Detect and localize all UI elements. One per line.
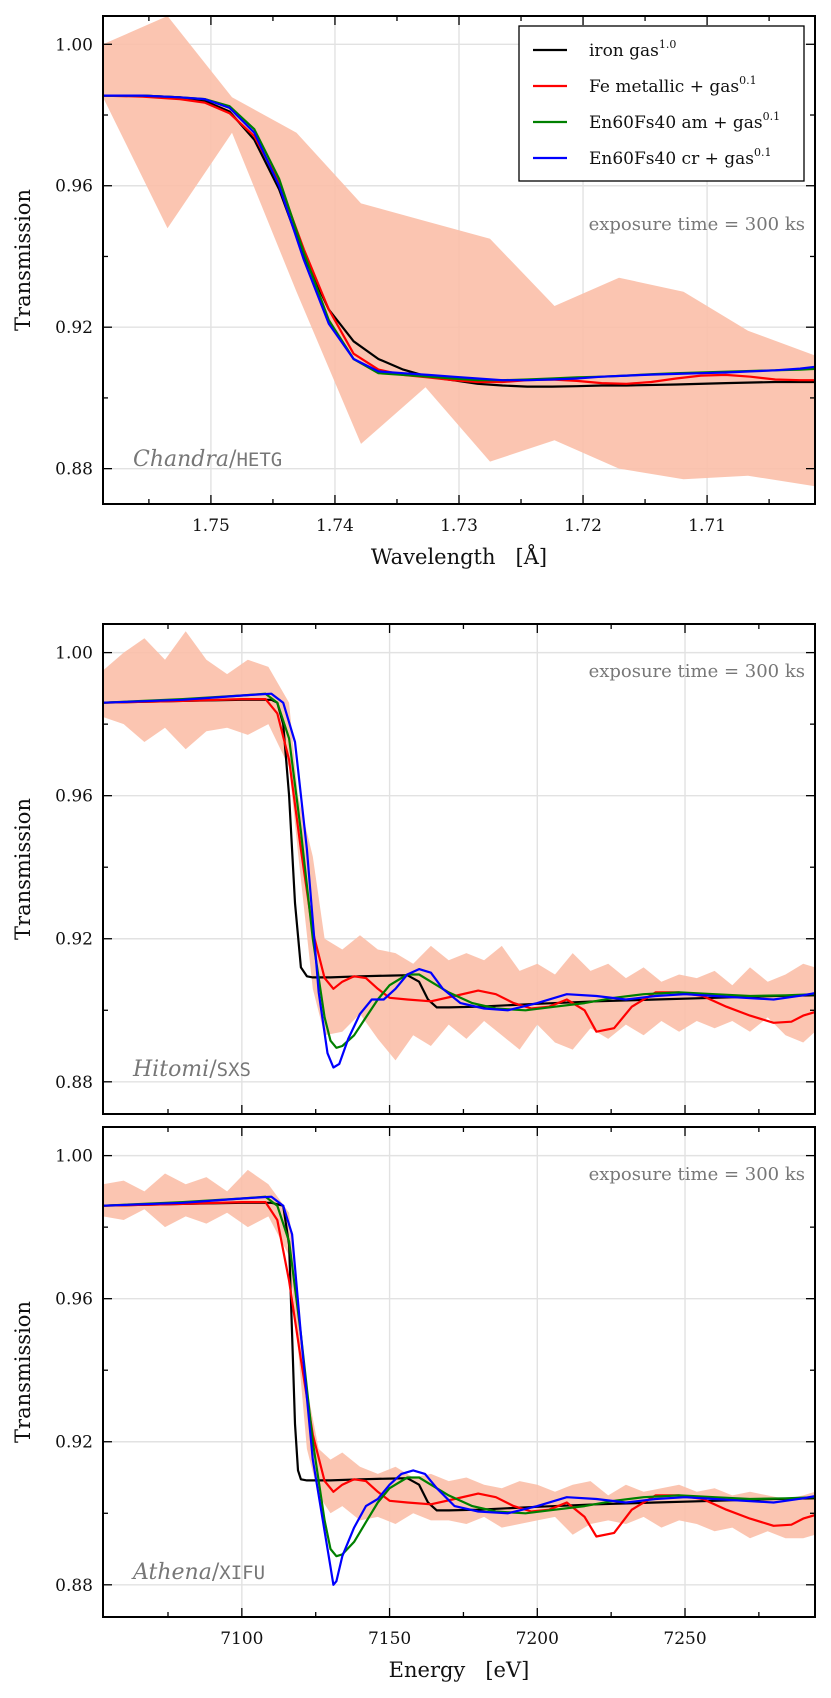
x-tick-label: 1.74	[316, 516, 354, 536]
x-axis-label: Wavelength [Å]	[371, 544, 547, 569]
uncertainty-band	[103, 631, 815, 1061]
series-line-4	[103, 94, 815, 382]
instrument-detector: SXS	[217, 1059, 251, 1081]
x-tick-label: 1.71	[688, 516, 726, 536]
y-tick-label: 0.96	[55, 1290, 93, 1310]
legend-superscript: 0.1	[739, 74, 757, 87]
y-tick-label: 1.00	[55, 35, 93, 55]
y-tick-label: 0.96	[55, 787, 93, 807]
instrument-mission: Athena	[131, 1560, 212, 1585]
instrument-detector: XIFU	[219, 1562, 265, 1584]
exposure-annotation: exposure time = 300 ks	[589, 1164, 805, 1185]
uncertainty-band	[103, 16, 815, 487]
exposure-annotation: exposure time = 300 ks	[589, 214, 805, 235]
legend-label: Fe metallic + gas	[589, 77, 739, 97]
chart-panel-3: 0.88 0.92 0.96 1.00 7100 7150 7200 7250 Transmis…	[11, 1126, 816, 1682]
y-tick-label: 1.00	[55, 644, 93, 664]
y-tick-label: 0.92	[55, 1433, 93, 1453]
series-line-4	[103, 1195, 815, 1586]
instrument-slash: /	[212, 1560, 220, 1585]
legend-superscript: 0.1	[763, 110, 781, 123]
y-tick-label: 0.92	[55, 930, 93, 950]
legend-superscript: 1.0	[659, 38, 677, 51]
legend-entry-1: iron gas1.0	[589, 38, 676, 61]
y-tick-label: 0.88	[55, 1073, 93, 1093]
instrument-label: Hitomi/SXS	[132, 1057, 251, 1082]
exposure-annotation: exposure time = 300 ks	[589, 661, 805, 682]
y-axis-label: Transmission	[11, 189, 35, 331]
instrument-slash: /	[209, 1057, 217, 1082]
legend-box	[518, 25, 805, 182]
x-tick-label: 7200	[516, 1629, 559, 1649]
instrument-mission: Hitomi	[132, 1057, 209, 1082]
y-tick-label: 0.88	[55, 460, 93, 480]
y-tick-label: 0.88	[55, 1576, 93, 1596]
legend-entry-4: En60Fs40 cr + gas0.1	[589, 146, 772, 169]
y-tick-label: 1.00	[55, 1147, 93, 1167]
instrument-mission: Chandra	[133, 447, 229, 472]
legend: iron gas1.0Fe metallic + gas0.1En60Fs40 …	[518, 25, 805, 182]
series-line-3	[103, 1195, 815, 1558]
series-line-3	[103, 692, 815, 1049]
legend-entry-3: En60Fs40 am + gas0.1	[589, 110, 780, 133]
x-tick-label: 7100	[220, 1629, 263, 1649]
x-tick-label: 1.72	[564, 516, 602, 536]
y-axis-label: Transmission	[11, 798, 35, 940]
instrument-label: Chandra/HETG	[133, 447, 282, 472]
chart-panel-2: 0.88 0.92 0.96 1.00 Transmission exposure tim…	[11, 623, 816, 1115]
plot-frame	[102, 1126, 816, 1618]
legend-entry-2: Fe metallic + gas0.1	[589, 74, 757, 97]
uncertainty-band	[103, 1169, 815, 1539]
legend-label: En60Fs40 cr + gas	[589, 149, 754, 169]
y-axis-label: Transmission	[11, 1301, 35, 1443]
series-line-2	[103, 94, 815, 385]
y-tick-label: 0.96	[55, 177, 93, 197]
instrument-label: Athena/XIFU	[131, 1560, 265, 1585]
series-line-4	[103, 692, 815, 1069]
instrument-slash: /	[229, 447, 237, 472]
legend-label: En60Fs40 am + gas	[589, 113, 763, 133]
plot-frame	[102, 623, 816, 1115]
legend-label: iron gas	[589, 41, 659, 61]
x-axis-label: Energy [eV]	[389, 1658, 530, 1682]
instrument-detector: HETG	[236, 449, 282, 471]
x-tick-label: 1.75	[192, 516, 230, 536]
series-line-1	[103, 1201, 815, 1512]
y-tick-label: 0.92	[55, 318, 93, 338]
x-tick-label: 1.73	[440, 516, 478, 536]
legend-superscript: 0.1	[754, 146, 772, 159]
x-tick-label: 7150	[368, 1629, 411, 1649]
chart-panel-1: 0.88 0.92 0.96 1.00 1.75 1.74 1.73 1.72 1.71 Tran…	[11, 15, 816, 569]
x-tick-label: 7250	[663, 1629, 706, 1649]
